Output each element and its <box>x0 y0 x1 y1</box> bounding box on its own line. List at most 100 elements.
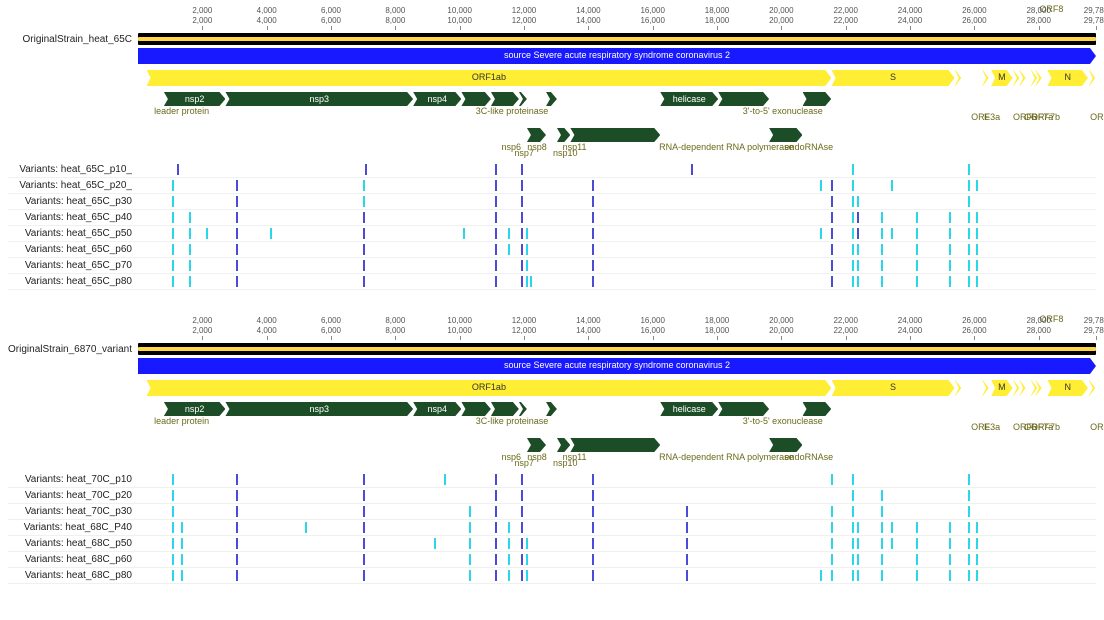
variant-tick <box>463 228 465 239</box>
variant-tick <box>686 538 688 549</box>
variant-tick <box>521 276 523 287</box>
variant-tick <box>852 244 854 255</box>
gene-feature <box>491 92 519 106</box>
variant-tick <box>968 260 970 271</box>
gene-feature <box>527 438 546 452</box>
variant-tick <box>592 570 594 581</box>
variant-tick <box>236 474 238 485</box>
variant-tick <box>172 474 174 485</box>
variant-tick <box>521 570 523 581</box>
gene-feature <box>557 128 570 142</box>
gene-feature <box>461 402 490 416</box>
variant-tick <box>831 474 833 485</box>
orf-feature: ORF1ab <box>147 70 832 86</box>
variant-tick <box>521 260 523 271</box>
variant-tick <box>495 554 497 565</box>
variant-tick <box>172 506 174 517</box>
variant-tick <box>592 276 594 287</box>
variant-tick <box>592 490 594 501</box>
variant-tick <box>236 260 238 271</box>
variant-tick <box>206 228 208 239</box>
variant-tick <box>891 538 893 549</box>
variant-tick <box>831 180 833 191</box>
variant-tick <box>363 554 365 565</box>
variant-track-label: Variants: heat_65C_p20_ <box>8 180 138 191</box>
variant-tick <box>521 196 523 207</box>
variant-tick <box>495 276 497 287</box>
variant-tick <box>949 228 951 239</box>
orf-feature: N <box>1047 70 1087 86</box>
variant-tick <box>181 554 183 565</box>
orf-feature: M <box>991 380 1012 396</box>
variant-tick <box>968 276 970 287</box>
variant-tick <box>189 276 191 287</box>
variant-tick <box>236 196 238 207</box>
variant-tick <box>592 260 594 271</box>
variant-tick <box>968 244 970 255</box>
variant-tick <box>857 228 859 239</box>
variant-tick <box>881 276 883 287</box>
variant-tick <box>236 538 238 549</box>
variant-tick <box>852 164 854 175</box>
variant-track-label: Variants: heat_65C_p50 <box>8 228 138 239</box>
gene-feature: 2'-O-ribose methyltransferase <box>803 402 832 416</box>
variant-tick <box>852 554 854 565</box>
variant-tick <box>831 244 833 255</box>
variant-tick <box>172 490 174 501</box>
variant-tick <box>691 164 693 175</box>
gene-feature <box>527 128 546 142</box>
variant-tick <box>976 276 978 287</box>
gene-feature: nsp2 <box>164 92 226 106</box>
variant-tick <box>495 180 497 191</box>
variant-tick <box>949 212 951 223</box>
variant-tick <box>592 180 594 191</box>
variant-tick <box>363 180 365 191</box>
variant-tick <box>831 228 833 239</box>
variant-tick <box>831 506 833 517</box>
variant-tick <box>968 228 970 239</box>
variant-tick <box>976 570 978 581</box>
variant-tick <box>434 538 436 549</box>
variant-tick <box>968 570 970 581</box>
variant-tick <box>831 554 833 565</box>
variant-tick <box>181 538 183 549</box>
variant-tick <box>526 554 528 565</box>
orf-small-label: ORF10 <box>1090 422 1104 432</box>
variant-tick <box>949 276 951 287</box>
variant-tick <box>949 570 951 581</box>
variant-tick <box>172 228 174 239</box>
variant-tick <box>508 244 510 255</box>
variant-tick <box>172 538 174 549</box>
variant-tick <box>469 506 471 517</box>
gene-feature: nsp2 <box>164 402 226 416</box>
variant-tick <box>852 522 854 533</box>
variant-tick <box>857 570 859 581</box>
orf-feature: S <box>832 380 955 396</box>
variant-tick <box>236 228 238 239</box>
variant-tick <box>881 506 883 517</box>
variant-tick <box>976 554 978 565</box>
variant-tick <box>592 212 594 223</box>
variant-tick <box>976 244 978 255</box>
variant-tick <box>831 276 833 287</box>
source-feature: source Severe acute respiratory syndrome… <box>138 48 1096 64</box>
gene-feature: nsp9 <box>546 402 557 416</box>
reference-label: OriginalStrain_6870_variant <box>8 344 138 355</box>
variant-tick <box>189 244 191 255</box>
variant-tick <box>363 196 365 207</box>
variant-tick <box>831 522 833 533</box>
variant-tick <box>236 522 238 533</box>
variant-tick <box>526 260 528 271</box>
variant-track-label: Variants: heat_70C_p10 <box>8 474 138 485</box>
variant-tick <box>852 570 854 581</box>
variant-tick <box>976 212 978 223</box>
variant-tick <box>236 506 238 517</box>
variant-tick <box>521 490 523 501</box>
variant-tick <box>495 164 497 175</box>
variant-tick <box>916 276 918 287</box>
variant-tick <box>363 228 365 239</box>
variant-tick <box>521 244 523 255</box>
gene-feature: helicase <box>660 92 718 106</box>
variant-tick <box>916 570 918 581</box>
gene-feature <box>519 402 527 416</box>
